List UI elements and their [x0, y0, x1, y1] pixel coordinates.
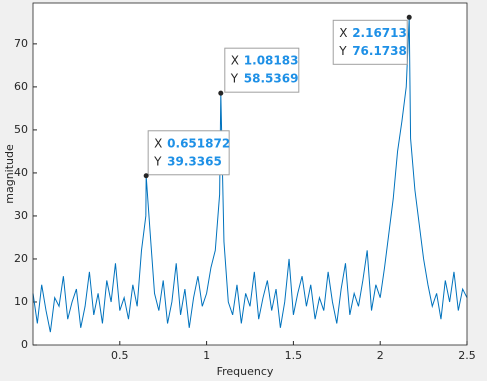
- axes-box: [32, 2, 468, 346]
- datatip-x-label: X: [154, 136, 162, 150]
- y-tick-label: 10: [14, 295, 28, 308]
- x-tick-label: 0.5: [111, 349, 129, 362]
- y-tick-label: 50: [14, 123, 28, 136]
- datatip-y-label: Y: [153, 154, 162, 168]
- datatip-y-label: Y: [338, 44, 347, 58]
- y-tick-label: 30: [14, 209, 28, 222]
- datatip-box: [224, 47, 300, 93]
- datatip-x-value: 1.08183: [244, 54, 299, 68]
- y-tick-label: 0: [21, 338, 28, 351]
- series-line: [32, 17, 468, 333]
- datatip-marker: [218, 90, 224, 96]
- datatip-box: [147, 130, 230, 176]
- datatip-x-label: X: [339, 26, 347, 40]
- y-tick-label: 20: [14, 252, 28, 265]
- datatip-x-value: 2.16713: [352, 26, 407, 40]
- datatip: X 2.16713 Y 76.1738: [332, 19, 408, 65]
- datatip-y-value: 58.5369: [244, 72, 299, 86]
- datatip-box: [332, 19, 408, 65]
- datatip-y-value: 76.1738: [352, 44, 407, 58]
- y-axis-label: magnitude: [3, 144, 16, 204]
- y-tick-label: 40: [14, 166, 28, 179]
- datatip-x-label: X: [231, 54, 239, 68]
- x-tick-label: 2: [377, 349, 384, 362]
- datatip: X 0.651872 Y 39.3365: [147, 130, 230, 176]
- y-tick-label: 60: [14, 80, 28, 93]
- datatip: X 1.08183 Y 58.5369: [224, 47, 300, 93]
- datatip-y-value: 39.3365: [167, 154, 222, 168]
- x-tick-label: 1.5: [285, 349, 303, 362]
- datatip-marker: [143, 173, 149, 179]
- datatip-y-label: Y: [230, 72, 239, 86]
- datatip-x-value: 0.651872: [167, 136, 230, 150]
- x-tick-label: 1: [203, 349, 210, 362]
- x-axis-label: Frequency: [217, 365, 274, 378]
- y-tick-label: 70: [14, 37, 28, 50]
- datatip-marker: [406, 14, 412, 20]
- x-tick-label: 2.5: [458, 349, 476, 362]
